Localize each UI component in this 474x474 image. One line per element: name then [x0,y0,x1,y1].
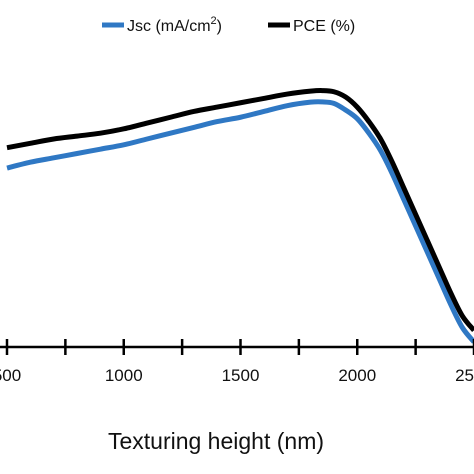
jsc-series-line [6,99,474,344]
legend-item-pce: PCE (%) [268,18,355,35]
x-axis-title: Texturing height (nm) [108,428,324,454]
x-tick-label: 2000 [338,366,376,385]
legend-label-superscript: 2 [211,15,217,27]
legend-item-jsc: Jsc (mA/cm2) [102,15,222,35]
legend-label-suffix: ) [217,18,222,35]
series-layer [6,88,474,344]
legend-label: Jsc (mA/cm2) [127,15,222,35]
x-tick-label: 1000 [105,366,143,385]
legend-label-text: Jsc (mA/cm [127,18,211,35]
x-axis: 500 1000 1500 2000 2500 [0,339,474,385]
legend-label-text: PCE (%) [293,18,355,35]
x-tick-label: 500 [0,366,21,385]
x-tick-label: 1500 [222,366,260,385]
chart-legend: Jsc (mA/cm2) PCE (%) [102,15,355,35]
legend-label: PCE (%) [293,18,355,35]
x-tick-label: 2500 [455,366,474,385]
pce-series-line [6,88,474,333]
